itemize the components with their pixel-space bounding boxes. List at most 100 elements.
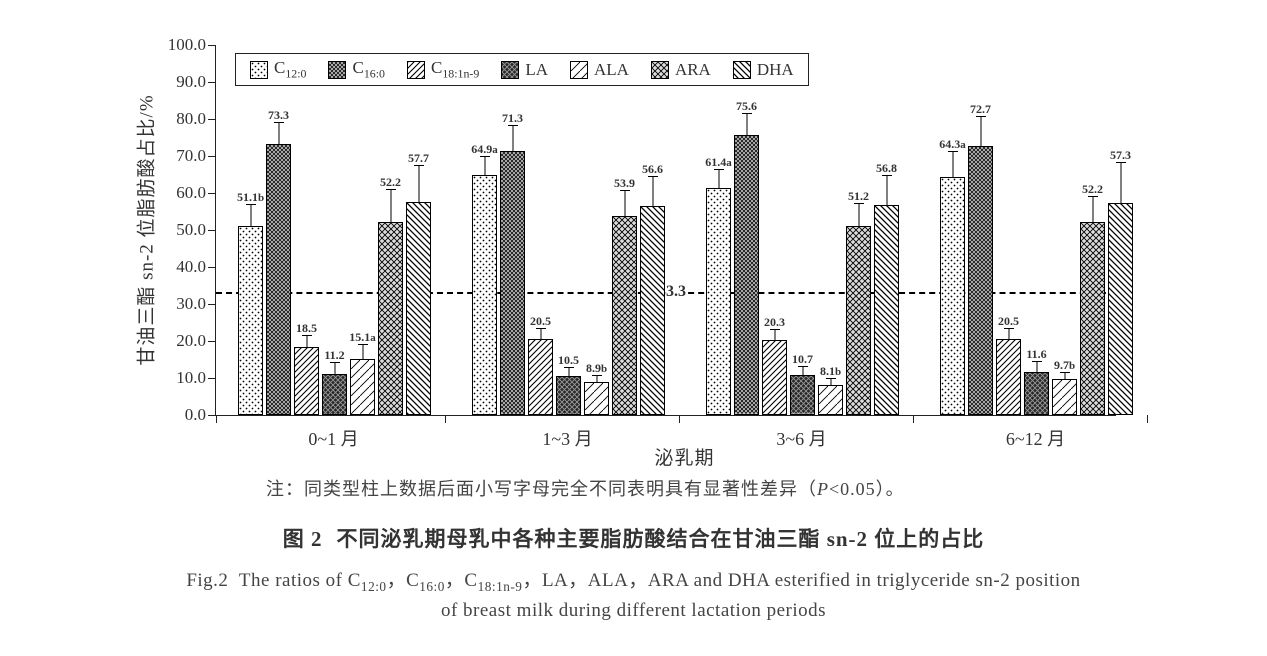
bar-C16 bbox=[968, 146, 993, 415]
legend-item-DHA: DHA bbox=[733, 60, 794, 80]
x-axis-title: 泌乳期 bbox=[654, 443, 714, 470]
y-tick-label: 70.0 bbox=[176, 146, 206, 166]
legend-item-ALA: ALA bbox=[570, 60, 629, 80]
caption-title-zh: 图 2不同泌乳期母乳中各种主要脂肪酸结合在甘油三酯 sn-2 位上的占比 bbox=[0, 523, 1267, 553]
bar-ALA bbox=[350, 359, 375, 415]
legend-swatch bbox=[407, 61, 425, 79]
bar-value-label: 52.2 bbox=[1082, 182, 1103, 197]
bar-value-label: 11.2 bbox=[324, 348, 344, 363]
y-tick bbox=[208, 119, 216, 120]
error-bar bbox=[652, 176, 653, 206]
bar-value-label: 10.5 bbox=[558, 353, 579, 368]
y-tick bbox=[208, 156, 216, 157]
bar-value-label: 61.4a bbox=[705, 155, 732, 170]
legend-swatch bbox=[328, 61, 346, 79]
error-bar bbox=[1008, 328, 1009, 339]
caption-title-en-line2: of breast milk during different lactatio… bbox=[0, 600, 1267, 622]
bar-value-label: 15.1a bbox=[349, 330, 376, 345]
legend-swatch bbox=[250, 61, 268, 79]
bar-value-label: 20.3 bbox=[764, 315, 785, 330]
legend-label: C18:1n-9 bbox=[431, 58, 479, 81]
error-bar bbox=[886, 175, 887, 205]
caption-title-en-line1: Fig.2 The ratios of C12:0，C16:0，C18:1n-9… bbox=[0, 565, 1267, 595]
bar-LA bbox=[790, 375, 815, 415]
bar-value-label: 20.5 bbox=[530, 314, 551, 329]
error-bar bbox=[334, 362, 335, 373]
bar-DHA bbox=[1108, 203, 1133, 415]
bar-value-label: 57.3 bbox=[1110, 148, 1131, 163]
bar-C12 bbox=[472, 175, 497, 415]
bar-ARA bbox=[612, 216, 637, 415]
bar-C16 bbox=[734, 135, 759, 415]
legend-label: DHA bbox=[757, 60, 794, 80]
legend: C12:0 C16:0 C18:1n-9 LA ALA ARA DHA bbox=[235, 53, 809, 86]
bar-LA bbox=[1024, 372, 1049, 415]
plot-area: 0.010.020.030.040.050.060.070.080.090.01… bbox=[215, 45, 1116, 416]
bar-ARA bbox=[1080, 222, 1105, 415]
error-bar bbox=[250, 204, 251, 226]
legend-item-C16: C16:0 bbox=[328, 58, 384, 81]
y-tick bbox=[208, 45, 216, 46]
legend-label: C16:0 bbox=[352, 58, 384, 81]
error-bar bbox=[390, 189, 391, 222]
bar-value-label: 51.2 bbox=[848, 189, 869, 204]
bar-value-label: 8.1b bbox=[820, 364, 841, 379]
bar-value-label: 18.5 bbox=[296, 321, 317, 336]
bar-DHA bbox=[874, 205, 899, 415]
bar-ARA bbox=[378, 222, 403, 415]
bar-value-label: 8.9b bbox=[586, 361, 607, 376]
y-tick-label: 40.0 bbox=[176, 257, 206, 277]
y-tick-label: 90.0 bbox=[176, 72, 206, 92]
error-bar bbox=[596, 375, 597, 382]
error-bar bbox=[418, 165, 419, 202]
legend-item-LA: LA bbox=[501, 60, 548, 80]
error-bar bbox=[306, 335, 307, 346]
bar-DHA bbox=[640, 206, 665, 415]
error-bar bbox=[830, 378, 831, 385]
error-bar bbox=[718, 169, 719, 188]
bar-value-label: 20.5 bbox=[998, 314, 1019, 329]
y-axis-title: 甘油三酯 sn-2 位脂肪酸占比/% bbox=[132, 94, 159, 365]
legend-label: ALA bbox=[594, 60, 629, 80]
legend-item-ARA: ARA bbox=[651, 60, 711, 80]
legend-label: C12:0 bbox=[274, 58, 306, 81]
bar-C12 bbox=[940, 177, 965, 415]
x-group-label: 1~3 月 bbox=[542, 425, 592, 451]
caption-note: 注：同类型柱上数据后面小写字母完全不同表明具有显著性差异（P<0.05）。 bbox=[266, 475, 905, 501]
error-bar bbox=[512, 125, 513, 151]
y-tick bbox=[208, 267, 216, 268]
x-tick bbox=[913, 415, 914, 423]
bar-ALA bbox=[818, 385, 843, 415]
bar-ALA bbox=[1052, 379, 1077, 415]
error-bar bbox=[858, 203, 859, 225]
x-group-label: 3~6 月 bbox=[776, 425, 826, 451]
error-bar bbox=[1036, 361, 1037, 372]
bar-value-label: 57.7 bbox=[408, 151, 429, 166]
legend-swatch bbox=[733, 61, 751, 79]
bar-C18 bbox=[294, 347, 319, 415]
legend-swatch bbox=[570, 61, 588, 79]
x-tick bbox=[679, 415, 680, 423]
legend-label: LA bbox=[525, 60, 548, 80]
y-tick-label: 80.0 bbox=[176, 109, 206, 129]
y-tick-label: 50.0 bbox=[176, 220, 206, 240]
figure-root: 0.010.020.030.040.050.060.070.080.090.01… bbox=[0, 0, 1267, 656]
y-tick bbox=[208, 230, 216, 231]
error-bar bbox=[624, 190, 625, 216]
y-tick-label: 60.0 bbox=[176, 183, 206, 203]
bar-C18 bbox=[762, 340, 787, 415]
bar-value-label: 52.2 bbox=[380, 175, 401, 190]
error-bar bbox=[1120, 162, 1121, 203]
bar-value-label: 64.3a bbox=[939, 137, 966, 152]
y-tick-label: 30.0 bbox=[176, 294, 206, 314]
error-bar bbox=[746, 113, 747, 135]
bar-LA bbox=[322, 374, 347, 415]
x-tick bbox=[1147, 415, 1148, 423]
y-tick-label: 100.0 bbox=[168, 35, 206, 55]
bar-value-label: 51.1b bbox=[237, 190, 264, 205]
y-tick bbox=[208, 415, 216, 416]
y-tick bbox=[208, 378, 216, 379]
y-tick bbox=[208, 304, 216, 305]
error-bar bbox=[774, 329, 775, 340]
y-tick-label: 10.0 bbox=[176, 368, 206, 388]
